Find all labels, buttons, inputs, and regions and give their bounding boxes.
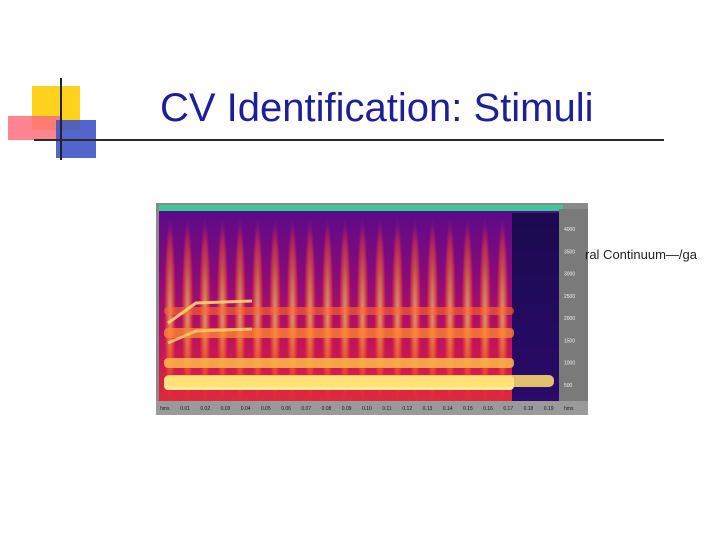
time-tick-label: 0.08	[322, 406, 332, 412]
time-tick-label: 0.01	[180, 406, 190, 412]
formant-transition-2	[167, 327, 253, 345]
frequency-tick-label: 2000	[564, 316, 575, 322]
frequency-tick-label: 3500	[564, 249, 575, 255]
time-tick-label: 0.11	[382, 406, 392, 412]
time-tick-label: hms	[160, 406, 170, 412]
time-tick-label: 0.02	[200, 406, 210, 412]
time-tick-label: 0.07	[301, 406, 311, 412]
time-tick-label: 0.15	[463, 406, 473, 412]
time-axis-panel	[156, 401, 588, 415]
time-tick-label: hms	[564, 406, 574, 412]
logo-vertical-line	[60, 78, 62, 160]
spectrogram-caption: ral Continuum—/ga	[585, 247, 697, 262]
time-tick-label: 0.18	[524, 406, 534, 412]
time-tick-label: 0.16	[483, 406, 493, 412]
time-tick-label: 0.19	[544, 406, 554, 412]
spectrogram-silence-region	[512, 213, 559, 401]
frequency-tick-label: 3000	[564, 272, 575, 278]
frequency-tick-label: 1500	[564, 338, 575, 344]
logo-pink-square	[8, 116, 60, 140]
time-tick-label: 0.14	[443, 406, 453, 412]
time-tick-label: 0.05	[261, 406, 271, 412]
frequency-tick-label: 2500	[564, 294, 575, 300]
time-tick-label: 0.13	[423, 406, 433, 412]
frequency-axis-panel	[559, 209, 588, 407]
title-divider	[34, 139, 664, 141]
voicing-bar	[164, 375, 554, 387]
slide-logo	[0, 0, 120, 170]
frequency-tick-label: 4000	[564, 227, 575, 233]
frequency-tick-label: 1000	[564, 361, 575, 367]
time-tick-label: 0.10	[362, 406, 372, 412]
time-tick-label: 0.17	[503, 406, 513, 412]
time-tick-label: 0.09	[342, 406, 352, 412]
formant-band-4	[164, 307, 514, 315]
formant-band-2	[164, 358, 514, 368]
slide-title: CV Identification: Stimuli	[160, 86, 594, 130]
spectrogram-image: 4000 3500 3000 2500 2000 1500 1000 500 hms 0.01 0…	[156, 203, 588, 415]
time-tick-label: 0.06	[281, 406, 291, 412]
time-tick-label: 0.12	[402, 406, 412, 412]
formant-transition-1	[167, 299, 253, 325]
spectrogram-header-bar	[159, 205, 563, 211]
frequency-tick-label: 500	[564, 383, 573, 389]
time-tick-label: 0.04	[241, 406, 251, 412]
time-tick-label: 0.03	[221, 406, 231, 412]
